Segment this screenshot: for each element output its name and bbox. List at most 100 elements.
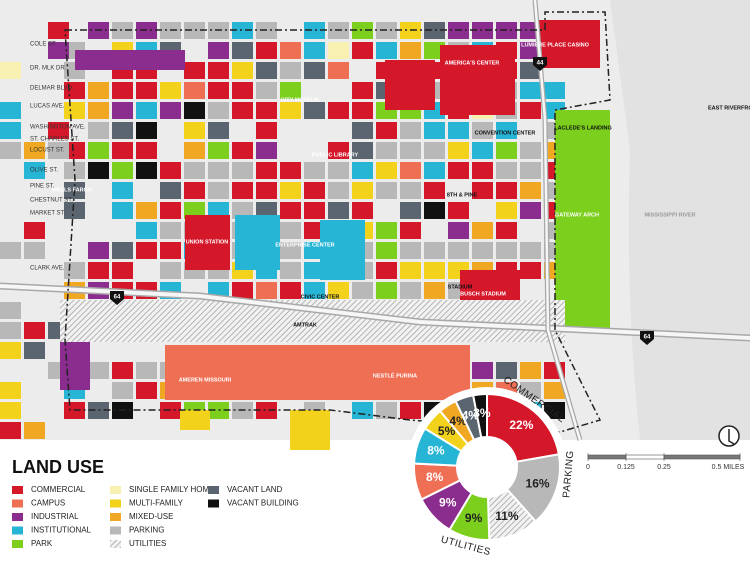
slice-label: 11%	[495, 509, 519, 523]
place-label: BUSCH STADIUM	[460, 291, 506, 297]
block	[24, 222, 45, 239]
block	[496, 162, 517, 179]
block	[160, 202, 181, 219]
block	[256, 182, 277, 199]
donut-slice	[486, 392, 561, 463]
block	[304, 202, 325, 219]
block	[304, 242, 325, 259]
block	[88, 122, 109, 139]
block	[280, 222, 301, 239]
block	[160, 182, 181, 199]
block	[352, 402, 373, 419]
block	[328, 42, 349, 59]
street-label: OLIVE ST.	[30, 168, 58, 174]
block	[136, 382, 157, 399]
block	[256, 162, 277, 179]
block	[424, 42, 445, 59]
block	[184, 22, 205, 39]
place-label: AMEREN MISSOURI	[179, 377, 232, 383]
block	[280, 262, 301, 279]
block	[520, 382, 541, 399]
block	[184, 182, 205, 199]
landmark-block	[180, 410, 210, 430]
block	[256, 122, 277, 139]
block	[448, 122, 469, 139]
block	[496, 222, 517, 239]
block	[376, 182, 397, 199]
block	[520, 142, 541, 159]
place-label: 8TH & PINE	[447, 192, 478, 198]
landmark-block	[235, 215, 280, 270]
block	[400, 202, 421, 219]
block	[112, 122, 133, 139]
place-label: ENTERPRISE CENTER	[275, 242, 334, 248]
block	[304, 162, 325, 179]
legend-swatch	[12, 486, 23, 494]
block	[112, 262, 133, 279]
block	[544, 82, 565, 99]
landmark-block	[538, 20, 600, 68]
place-label: LUMIERE PLACE CASINO	[521, 42, 590, 48]
block	[0, 342, 21, 359]
street-label: CLARK AVE.	[30, 266, 65, 272]
block	[472, 122, 493, 139]
block	[520, 42, 541, 59]
block	[376, 262, 397, 279]
block	[0, 102, 21, 119]
block	[232, 42, 253, 59]
place-label: AMERICA'S CENTER	[445, 60, 500, 66]
block	[184, 62, 205, 79]
block	[232, 282, 253, 299]
block	[448, 202, 469, 219]
block	[208, 142, 229, 159]
block	[232, 162, 253, 179]
legend-swatch	[12, 526, 23, 535]
block	[520, 162, 541, 179]
block	[24, 342, 45, 359]
legend-swatch	[208, 486, 219, 494]
block	[88, 262, 109, 279]
legend-swatch	[110, 513, 121, 521]
block	[352, 82, 373, 99]
place-label: GATEWAY ARCH	[555, 212, 599, 218]
block	[304, 62, 325, 79]
block	[88, 102, 109, 119]
slice-label: 22%	[509, 418, 533, 432]
highway-shield	[640, 331, 654, 345]
highway-shield	[533, 57, 547, 71]
block	[520, 242, 541, 259]
block	[64, 262, 85, 279]
block	[0, 142, 21, 159]
landmark-block	[555, 110, 610, 330]
block	[496, 202, 517, 219]
place-label: EAST RIVERFRONT	[708, 105, 750, 111]
block	[280, 102, 301, 119]
place-label: NESTLÉ PURINA	[373, 371, 417, 379]
block	[328, 202, 349, 219]
block	[160, 82, 181, 99]
block	[400, 42, 421, 59]
block	[112, 142, 133, 159]
landmark-block	[320, 220, 365, 280]
block	[400, 222, 421, 239]
block	[88, 242, 109, 259]
block	[424, 22, 445, 39]
landmark-block	[165, 345, 470, 400]
place-label: WELLS FARGO	[52, 187, 93, 193]
highway-label: 64	[644, 335, 651, 341]
block	[112, 82, 133, 99]
block	[352, 182, 373, 199]
place-label: CITY MUSEUM	[281, 97, 320, 103]
block	[280, 62, 301, 79]
block	[496, 362, 517, 379]
block	[280, 282, 301, 299]
block	[520, 102, 541, 119]
block	[376, 282, 397, 299]
block	[424, 142, 445, 159]
legend-label: INSTITUTIONAL	[31, 526, 92, 535]
block	[472, 162, 493, 179]
street-label: PINE ST.	[30, 184, 55, 190]
block	[208, 42, 229, 59]
block	[520, 262, 541, 279]
block	[0, 242, 21, 259]
